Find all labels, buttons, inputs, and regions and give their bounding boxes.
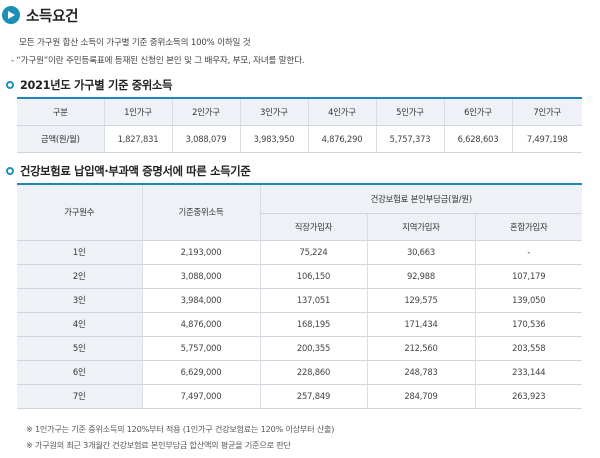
page-title-row: 소득요건	[2, 4, 78, 26]
table-row: 7인 7,497,000 257,849 284,709 263,923	[17, 384, 583, 409]
table-cell: 6,629,000	[141, 360, 260, 385]
table-cell: 1,827,831	[103, 125, 172, 153]
table-cell: -	[474, 240, 583, 265]
table-cell: 3,983,950	[239, 125, 308, 153]
table-cell: 228,860	[259, 360, 367, 385]
household-definition-text: - “가구원”이란 주민등록표에 등재된 신청인 본인 및 그 배우자, 부모,…	[11, 56, 305, 66]
table-cell: 233,144	[474, 360, 583, 385]
table-row: 1인 2,193,000 75,224 30,663 -	[17, 240, 583, 265]
table-cell: 257,849	[259, 384, 367, 409]
table-cell: 170,536	[474, 312, 583, 337]
table-cell: 4,876,290	[307, 125, 376, 153]
table-row: 4인 4,876,000 168,195 171,434 170,536	[17, 312, 583, 337]
table-row: 2인 3,088,000 106,150 92,988 107,179	[17, 264, 583, 289]
row-label-cell: 2인	[17, 264, 142, 289]
page-title: 소득요건	[26, 8, 79, 25]
section-heading-median-income: 2021년도 가구별 기준 중위소득	[6, 77, 172, 93]
row-label-cell: 1인	[17, 240, 142, 265]
table-header-group-cell: 건강보험료 본인부담금(월/원)	[259, 184, 583, 214]
table-cell: 248,783	[366, 360, 475, 385]
table-header-cell: 직장가입자	[259, 213, 367, 241]
table-cell: 2,193,000	[141, 240, 260, 265]
table-header-cell: 혼합가입자	[474, 213, 583, 241]
table-header-cell: 7인가구	[511, 98, 582, 126]
table-cell: 203,558	[474, 336, 583, 361]
table-header-cell: 3인가구	[239, 98, 308, 126]
bullet-ring-icon	[6, 167, 14, 175]
table-cell: 212,560	[366, 336, 475, 361]
table-header-row: 구분 1인가구 2인가구 3인가구 4인가구 5인가구 6인가구 7인가구	[17, 98, 582, 126]
table-header-cell: 1인가구	[103, 98, 172, 126]
table-cell: 171,434	[366, 312, 475, 337]
row-label-cell: 6인	[17, 360, 142, 385]
income-requirement-text: 모든 가구원 합산 소득이 가구별 기준 중위소득의 100% 이하일 것	[19, 38, 251, 48]
table-header-cell: 2인가구	[171, 98, 240, 126]
section-heading-label: 2021년도 가구별 기준 중위소득	[20, 79, 173, 92]
table-cell: 75,224	[259, 240, 367, 265]
table-cell: 3,088,000	[141, 264, 260, 289]
row-label-cell: 5인	[17, 336, 142, 361]
table-header-cell: 구분	[17, 98, 104, 126]
table-subheader-row: 직장가입자 지역가입자 혼합가입자	[17, 213, 583, 241]
bullet-ring-icon	[6, 81, 14, 89]
table-cell: 92,988	[366, 264, 475, 289]
row-label-cell: 금액(원/월)	[17, 125, 104, 153]
table-cell: 129,575	[366, 288, 475, 313]
table-cell: 6,628,603	[443, 125, 512, 153]
table-cell: 107,179	[474, 264, 583, 289]
table-header-cell: 가구원수	[17, 184, 142, 241]
table-cell: 7,497,198	[511, 125, 582, 153]
table-cell: 5,757,373	[375, 125, 444, 153]
table-cell: 3,984,000	[141, 288, 260, 313]
table-cell: 7,497,000	[141, 384, 260, 409]
play-circle-icon	[2, 6, 20, 24]
table-cell: 3,088,079	[171, 125, 240, 153]
table-row: 금액(원/월) 1,827,831 3,088,079 3,983,950 4,…	[17, 125, 582, 153]
table-cell: 4,876,000	[141, 312, 260, 337]
median-income-table: 구분 1인가구 2인가구 3인가구 4인가구 5인가구 6인가구 7인가구 금액…	[17, 97, 582, 153]
table-cell: 137,051	[259, 288, 367, 313]
table-cell: 30,663	[366, 240, 475, 265]
table-cell: 5,757,000	[141, 336, 260, 361]
table-cell: 263,923	[474, 384, 583, 409]
table-row: 6인 6,629,000 228,860 248,783 233,144	[17, 360, 583, 385]
insurance-criteria-table: 가구원수 기준중위소득 건강보험료 본인부담금(월/원) 직장가입자 지역가입자…	[17, 183, 583, 409]
table-row: 5인 5,757,000 200,355 212,560 203,558	[17, 336, 583, 361]
section-heading-insurance-criteria: 건강보험료 납입액·부과액 증명서에 따른 소득기준	[6, 163, 251, 179]
table-cell: 106,150	[259, 264, 367, 289]
table-cell: 139,050	[474, 288, 583, 313]
row-label-cell: 3인	[17, 288, 142, 313]
table-row: 3인 3,984,000 137,051 129,575 139,050	[17, 288, 583, 313]
table-header-cell: 6인가구	[443, 98, 512, 126]
table-cell: 168,195	[259, 312, 367, 337]
footnote-single-household: ※ 1인가구는 기준 중위소득의 120%부터 적용 (1인가구 건강보험료는 …	[26, 424, 335, 434]
table-header-cell: 5인가구	[375, 98, 444, 126]
table-header-cell: 기준중위소득	[141, 184, 260, 241]
table-header-row: 가구원수 기준중위소득 건강보험료 본인부담금(월/원)	[17, 184, 583, 241]
table-cell: 284,709	[366, 384, 475, 409]
table-cell: 200,355	[259, 336, 367, 361]
footnote-average-basis: ※ 가구원의 최근 3개월간 건강보험료 본인부담금 합산액의 평균을 기준으로…	[26, 440, 291, 450]
row-label-cell: 7인	[17, 384, 142, 409]
row-label-cell: 4인	[17, 312, 142, 337]
section-heading-label: 건강보험료 납입액·부과액 증명서에 따른 소득기준	[20, 165, 251, 178]
table-header-cell: 지역가입자	[366, 213, 475, 241]
table-header-cell: 4인가구	[307, 98, 376, 126]
